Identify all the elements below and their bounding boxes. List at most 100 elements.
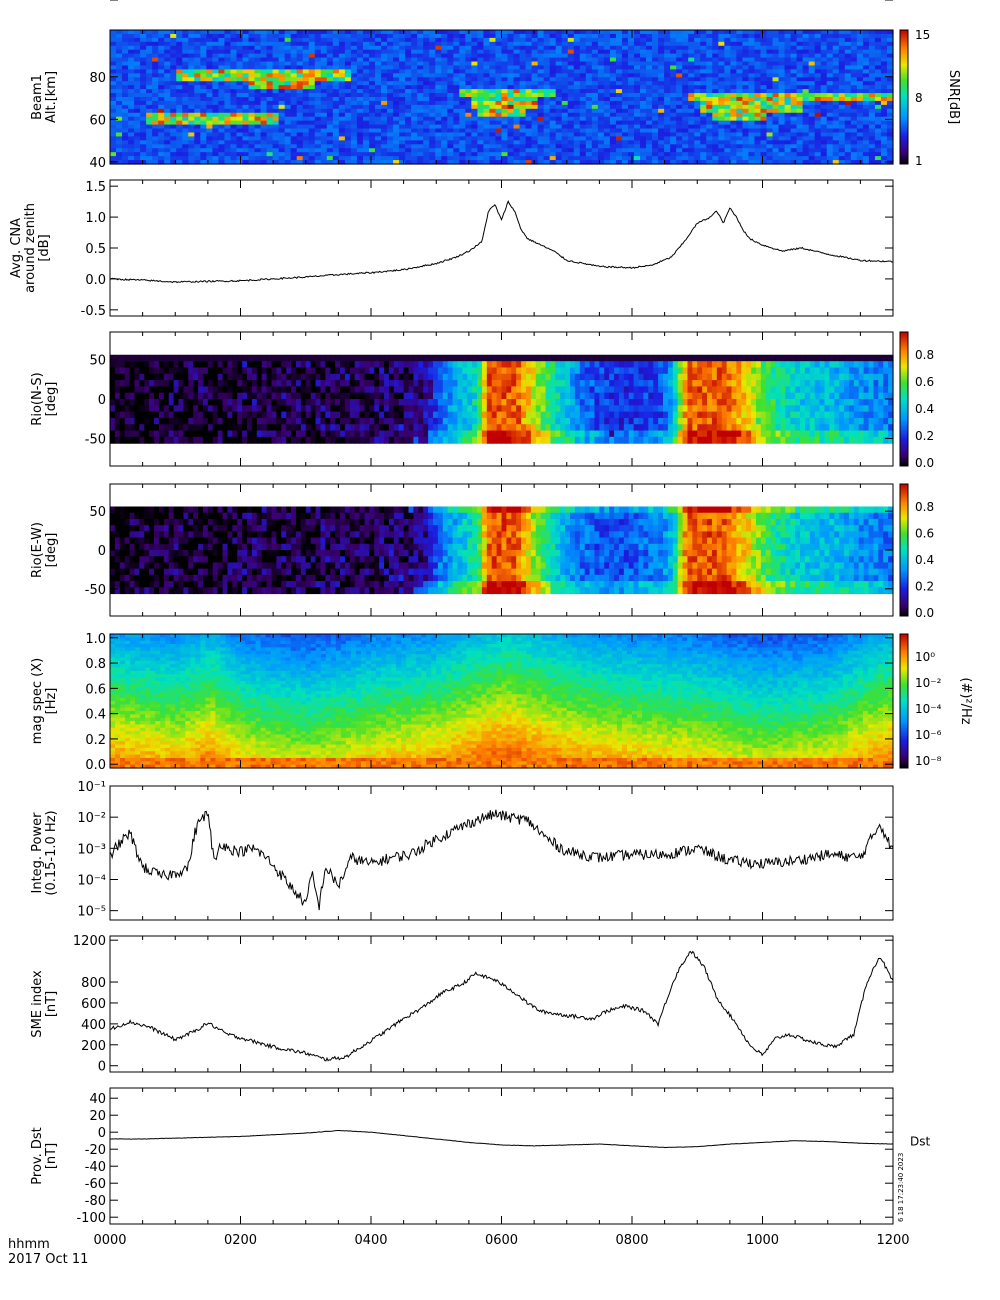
colorbar-tick-p4: 0.0 [915, 606, 934, 620]
ytick-label-p1: 60 [89, 113, 106, 128]
xtick-label: 0600 [485, 1233, 518, 1248]
colorbar-tick-p3: 0.8 [915, 348, 934, 362]
colorbar-tick-p1: 8 [915, 91, 923, 105]
heatmap-p5 [110, 634, 894, 769]
ytick-label-p6: 10⁻³ [77, 842, 106, 857]
panel-p3: -50 0 50 Rio(N-S) [deg] 0.0 0.2 0.4 0.6 0.8 [30, 331, 934, 470]
frame-p8 [109, 1087, 894, 1225]
colorbar-tick-p5: 10⁻⁸ [915, 754, 942, 768]
xtick-label: 1000 [746, 1233, 779, 1248]
legend-p8: Dst [910, 1135, 930, 1149]
ylabel-p1: Alt.[km] [44, 71, 59, 123]
series-line-p7 [110, 950, 894, 1062]
colorbar-tick-p4: 0.6 [915, 527, 934, 541]
ytick-label-p5: 1.0 [85, 632, 106, 647]
ylabel-p4: Rio(E-W) [30, 522, 45, 578]
panel-p2: -0.5 0.0 0.5 1.0 1.5 Avg. CNA around zenith [dB… [9, 179, 894, 319]
panel-p4: -50 0 50 Rio(E-W) [deg] 0.0 0.2 0.4 0.6 0.8 [30, 483, 934, 620]
colorbar-tick-p3: 0.2 [915, 429, 934, 443]
ylabel-p1: Beam1 [30, 74, 45, 120]
ytick-label-p5: 0.8 [85, 657, 106, 672]
ytick-label-p5: 0.4 [85, 708, 106, 723]
ylabel-p8: [nT] [44, 1143, 59, 1169]
series-line-p8 [109, 1129, 894, 1149]
colorbar-tick-p3: 0.4 [915, 402, 934, 416]
ylabel-p3: [deg] [44, 382, 59, 417]
ytick-label-p8: 20 [89, 1109, 106, 1124]
colorbar-tick-p5: 10⁻⁴ [915, 702, 942, 716]
ytick-label-p4: 0 [98, 544, 106, 559]
ytick-label-p7: 400 [81, 1018, 106, 1033]
colorbar-tick-p5: 10⁻⁶ [915, 728, 942, 742]
ytick-label-p7: 600 [81, 997, 106, 1012]
colorbar-tick-p1: 1 [915, 154, 923, 168]
ylabel-p7: SME index [30, 970, 45, 1038]
ytick-label-p5: 0.0 [85, 758, 106, 773]
ylabel-p7: [nT] [44, 991, 59, 1017]
ytick-label-p7: 800 [81, 976, 106, 991]
colorbar-tick-p4: 0.8 [915, 500, 934, 514]
frame-p6 [109, 785, 894, 921]
ytick-label-p7: 1000 [73, 0, 106, 4]
colorbar-label-p1: SNR[dB] [946, 70, 961, 124]
ytick-label-p8: -20 [85, 1143, 106, 1158]
ytick-label-p1: 80 [89, 71, 106, 86]
panel-p6: 10⁻⁵ 10⁻⁴ 10⁻³ 10⁻² 10⁻¹ Integ. Power (0.15-1.… [30, 780, 894, 921]
ytick-label-p4: 50 [89, 505, 106, 520]
colorbar-tick-p5: 10⁰ [915, 650, 935, 664]
panel-p5: 0.0 0.2 0.4 0.6 0.8 1.0 mag spec (X) [Hz] 10⁻⁸ 10… [30, 632, 973, 773]
ytick-label-p4: -50 [85, 583, 106, 598]
ytick-label-p6: 10⁻⁴ [77, 873, 106, 888]
ytick-label-p6: 10⁻⁵ [77, 905, 106, 920]
colorbar-tick-p3: 0.0 [915, 456, 934, 470]
ylabel-p3: Rio(N-S) [30, 372, 45, 425]
ylabel-p2: around zenith [23, 203, 38, 293]
ytick-label-p2: -0.5 [81, 304, 106, 319]
colorbar-tick-p4: 0.4 [915, 553, 934, 567]
ytick-label-p7: 200 [81, 1039, 106, 1054]
ytick-label-p5: 0.6 [85, 682, 106, 697]
ylabel-p5: mag spec (X) [30, 658, 45, 744]
frame-p2 [109, 179, 894, 317]
heatmap-p3 [110, 354, 894, 444]
ytick-label-p7: 1200 [73, 934, 106, 949]
ytick-label-p3: 50 [89, 354, 106, 369]
heatmap-p1 [110, 30, 894, 165]
ytick-label-p8: 40 [89, 1092, 106, 1107]
ytick-label-p8: 0 [98, 1126, 106, 1141]
ylabel-p2: [dB] [37, 234, 52, 261]
ytick-label-p3: -50 [85, 432, 106, 447]
series-line-p2 [109, 200, 894, 284]
colorbar-p5 [899, 633, 909, 769]
ytick-label-p2: 0.0 [85, 273, 106, 288]
ytick-label-p2: 0.5 [85, 242, 106, 257]
colorbar-tick-p1: 15 [915, 28, 930, 42]
ytick-label-p8: -60 [85, 1177, 106, 1192]
ylabel-p4: [deg] [44, 533, 59, 568]
ytick-label-p7: 0 [98, 1060, 106, 1075]
ytick-label-p8: -40 [85, 1160, 106, 1175]
colorbar-p3 [899, 331, 909, 467]
ytick-label-p1: 40 [89, 156, 106, 171]
colorbar-tick-p4: 0.2 [915, 580, 934, 594]
panel-p8: -100 -80 -60 -40 -20 0 20 40 Prov. Dst [nT] Dst [30, 1087, 930, 1226]
ytick-label-p2: 1.5 [85, 180, 106, 195]
ytick-label-p1: 100 [81, 0, 106, 4]
panel-p7: 020040060080010001200SME index[nT] [30, 0, 894, 1075]
xtick-label: 0200 [224, 1233, 257, 1248]
ylabel-p8: Prov. Dst [30, 1127, 45, 1184]
xtick-label: 0800 [615, 1233, 648, 1248]
colorbar-p1 [899, 29, 909, 165]
ytick-label-p8: -80 [85, 1194, 106, 1209]
xtick-label: 1200 [876, 1233, 909, 1248]
ytick-label-p6: 10⁻² [77, 811, 106, 826]
ylabel-p6: (0.15-1.0 Hz) [44, 810, 59, 895]
xtick-label: 0400 [354, 1233, 387, 1248]
xtick-label: 0000 [93, 1233, 126, 1248]
series-line-p6 [109, 809, 894, 911]
date-label: 2017 Oct 11 [8, 1252, 88, 1267]
x-unit-label: hhmm [8, 1237, 50, 1252]
heatmap-p4 [110, 506, 894, 595]
